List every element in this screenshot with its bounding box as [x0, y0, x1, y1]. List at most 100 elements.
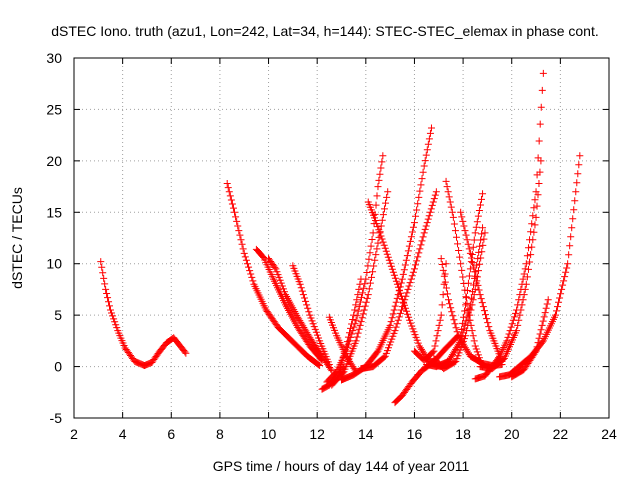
data-point — [379, 211, 387, 219]
data-point — [406, 316, 414, 324]
data-point — [419, 233, 427, 241]
data-point — [342, 342, 350, 350]
data-point — [472, 272, 480, 280]
data-point — [469, 332, 477, 340]
data-point — [413, 336, 421, 344]
data-point — [308, 317, 316, 325]
data-point — [453, 355, 461, 363]
data-point — [469, 243, 477, 251]
data-point — [457, 343, 465, 351]
data-point — [277, 279, 285, 287]
data-point — [512, 309, 520, 317]
data-point — [442, 260, 450, 268]
data-point — [102, 285, 110, 293]
data-point — [390, 329, 398, 337]
data-point — [573, 179, 581, 187]
data-point — [408, 272, 416, 280]
data-point — [418, 175, 426, 183]
data-point — [477, 295, 485, 303]
data-point — [456, 253, 464, 261]
data-point — [432, 188, 440, 196]
data-point — [395, 286, 403, 294]
data-point — [570, 206, 578, 214]
data-point — [390, 306, 398, 314]
data-point — [514, 321, 522, 329]
data-point — [557, 290, 565, 298]
data-point — [476, 201, 484, 209]
data-point — [460, 313, 468, 321]
data-point — [224, 184, 232, 192]
data-point — [449, 312, 457, 320]
data-point — [354, 329, 362, 337]
data-point — [372, 217, 380, 225]
data-point — [401, 296, 409, 304]
data-point — [349, 316, 357, 324]
data-point — [407, 275, 415, 283]
data-point — [506, 327, 514, 335]
data-point — [503, 337, 511, 345]
data-point — [409, 268, 417, 276]
data-point — [544, 296, 552, 304]
data-point — [246, 267, 254, 275]
y-axis-label: dSTEC / TECUs — [9, 187, 25, 289]
data-point — [410, 328, 418, 336]
data-point — [425, 212, 433, 220]
data-point — [479, 190, 487, 198]
data-point — [372, 251, 380, 259]
data-point — [478, 248, 486, 256]
data-point — [361, 302, 369, 310]
data-point — [571, 197, 579, 205]
data-point — [302, 297, 310, 305]
data-point — [415, 193, 423, 201]
data-point — [359, 310, 367, 318]
data-point — [443, 290, 451, 298]
data-series-20 — [430, 229, 489, 373]
data-point — [536, 330, 544, 338]
data-point — [374, 239, 382, 247]
data-point — [274, 271, 282, 279]
data-point — [411, 331, 419, 339]
data-point — [408, 228, 416, 236]
data-point — [397, 306, 405, 314]
grid — [74, 58, 609, 418]
plot-frame — [73, 57, 610, 419]
data-point — [337, 360, 345, 368]
data-point — [100, 274, 108, 282]
data-point — [405, 242, 413, 250]
data-point — [421, 157, 429, 165]
y-tick-label: 5 — [54, 307, 62, 323]
data-point — [375, 176, 383, 184]
data-point — [478, 195, 486, 203]
data-point — [297, 284, 305, 292]
data-point — [237, 236, 245, 244]
data-point — [556, 294, 564, 302]
data-point — [402, 256, 410, 264]
data-point — [303, 301, 311, 309]
data-point — [370, 262, 378, 270]
data-point — [385, 344, 393, 352]
data-point — [327, 365, 335, 373]
data-point — [416, 187, 424, 195]
data-point — [241, 253, 249, 261]
data-point — [406, 279, 414, 287]
data-point — [316, 362, 324, 370]
data-point — [443, 183, 451, 191]
data-point — [564, 260, 572, 268]
data-point — [484, 319, 492, 327]
data-point — [353, 333, 361, 341]
data-point — [235, 227, 243, 235]
data-point — [369, 229, 377, 237]
data-point — [395, 313, 403, 321]
data-point — [414, 339, 422, 347]
data-point — [271, 263, 279, 271]
data-point — [354, 291, 362, 299]
data-point — [468, 301, 476, 309]
data-point — [454, 240, 462, 248]
data-series-22 — [457, 208, 506, 365]
data-point — [448, 308, 456, 316]
x-tick-label: 14 — [358, 426, 374, 442]
data-point — [566, 242, 574, 250]
data-point — [355, 285, 363, 293]
data-point — [408, 322, 416, 330]
data-point — [367, 242, 375, 250]
